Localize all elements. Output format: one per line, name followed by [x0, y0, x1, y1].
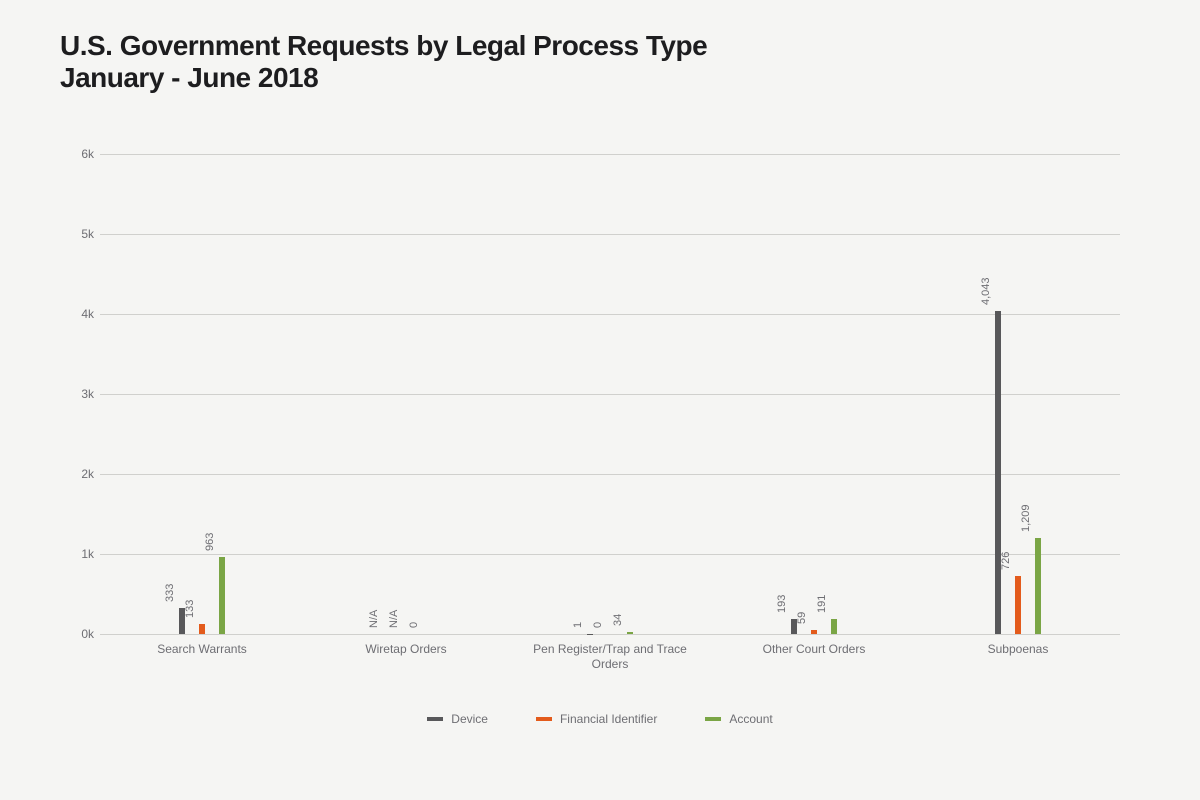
bar: 963 [219, 557, 225, 634]
bar: 59 [811, 630, 817, 635]
bar: 191 [831, 619, 837, 634]
x-tick-label: Search Warrants [100, 642, 304, 672]
x-tick-label: Subpoenas [916, 642, 1120, 672]
legend-swatch [536, 717, 552, 721]
bar-value-label: 1,209 [1020, 504, 1032, 532]
bar: 4,043 [995, 311, 1001, 634]
title-line-1: U.S. Government Requests by Legal Proces… [60, 30, 707, 61]
y-tick-label: 6k [64, 147, 94, 161]
bar-value-label: 0 [592, 622, 604, 628]
legend-label: Account [729, 712, 772, 726]
bar-value-label: 193 [776, 595, 788, 613]
chart-area: 0k1k2k3k4k5k6k 333133963N/AN/A0103419359… [60, 154, 1140, 726]
bar-value-label: N/A [388, 610, 400, 628]
y-tick-label: 3k [64, 387, 94, 401]
bar: 726 [1015, 576, 1021, 634]
x-tick-label: Wiretap Orders [304, 642, 508, 672]
bar-value-label: 0 [408, 622, 420, 628]
legend-item: Device [427, 712, 488, 726]
bar-group: 4,0437261,209 [916, 154, 1120, 634]
legend-label: Device [451, 712, 488, 726]
legend-swatch [705, 717, 721, 721]
legend-item: Financial Identifier [536, 712, 657, 726]
bar-group: 193 59 191 [712, 154, 916, 634]
y-tick-label: 4k [64, 307, 94, 321]
bar-group: 1 0 34 [508, 154, 712, 634]
bar-value-label: 4,043 [980, 277, 992, 305]
chart-title: U.S. Government Requests by Legal Proces… [60, 30, 1140, 94]
bar-value-label: 1 [572, 622, 584, 628]
plot-area: 0k1k2k3k4k5k6k 333133963N/AN/A0103419359… [100, 154, 1120, 634]
bar-value-label: 34 [612, 613, 624, 625]
y-tick-label: 5k [64, 227, 94, 241]
bar-value-label: 59 [796, 611, 808, 623]
legend: Device Financial Identifier Account [60, 712, 1140, 726]
legend-label: Financial Identifier [560, 712, 657, 726]
bar-value-label: 191 [816, 595, 828, 613]
chart-container: U.S. Government Requests by Legal Proces… [0, 0, 1200, 746]
bar: 34 [627, 632, 633, 635]
bar-value-label: 726 [1000, 552, 1012, 570]
bar-value-label: 333 [164, 583, 176, 601]
y-tick-label: 0k [64, 627, 94, 641]
x-tick-label: Other Court Orders [712, 642, 916, 672]
x-axis-labels: Search WarrantsWiretap OrdersPen Registe… [100, 642, 1120, 672]
bar-group: 333 133 963 [100, 154, 304, 634]
gridline [100, 634, 1120, 635]
x-tick-label: Pen Register/Trap and Trace Orders [508, 642, 712, 672]
y-tick-label: 2k [64, 467, 94, 481]
bar-value-label: 133 [184, 599, 196, 617]
title-line-2: January - June 2018 [60, 62, 318, 93]
bar-group: N/A N/A 0 [304, 154, 508, 634]
bar: 1,209 [1035, 538, 1041, 635]
y-tick-label: 1k [64, 547, 94, 561]
bar-value-label: 963 [204, 533, 216, 551]
bar: 133 [199, 624, 205, 635]
bar-value-label: N/A [368, 610, 380, 628]
legend-item: Account [705, 712, 772, 726]
legend-swatch [427, 717, 443, 721]
